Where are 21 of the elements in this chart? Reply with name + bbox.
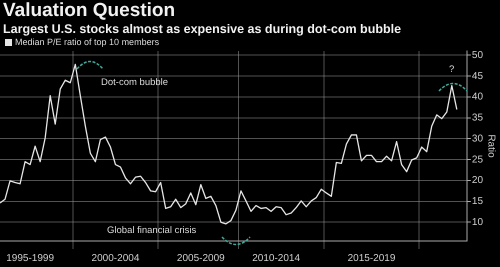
y-tick-label: 20 — [472, 175, 484, 186]
y-axis-title: Ratio — [485, 134, 496, 158]
chart-subtitle: Largest U.S. stocks almost as expensive as during dot-com bubble — [3, 22, 402, 36]
y-tick-label: 35 — [472, 112, 484, 124]
y-tick-label: 10 — [472, 216, 484, 228]
x-tick-label: 2005-2009 — [176, 252, 226, 264]
y-tick-label: 45 — [472, 70, 484, 82]
x-tick-label: 2015-2019 — [348, 252, 396, 264]
y-tick-label: 15 — [472, 196, 484, 208]
legend-label: Median P/E ratio of top 10 members — [15, 37, 160, 47]
x-tick-label: 2000-2004 — [92, 252, 140, 264]
annotation: Global financial crisis — [107, 225, 196, 236]
chart-title: Valuation Question — [3, 0, 176, 22]
y-tick-label: 50 — [472, 50, 484, 61]
x-tick-label: 1995-1999 — [6, 252, 54, 264]
annotation: Dot-com bubble — [101, 77, 168, 88]
y-tick-label: 30 — [472, 133, 484, 144]
y-tick-label: 25 — [472, 154, 484, 166]
x-tick-label: 2010-2014 — [252, 252, 300, 264]
y-tick-label: 40 — [472, 92, 484, 103]
annotation: ? — [449, 64, 454, 75]
